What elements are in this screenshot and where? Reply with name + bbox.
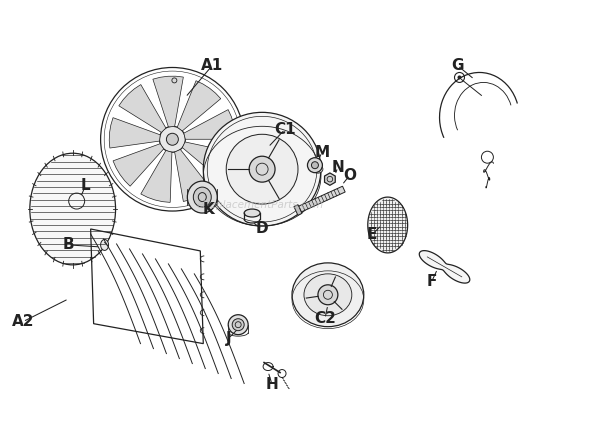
Polygon shape xyxy=(177,81,221,131)
Text: A1: A1 xyxy=(201,58,224,73)
Polygon shape xyxy=(101,240,109,250)
Text: D: D xyxy=(256,221,268,236)
Text: B: B xyxy=(63,237,74,253)
Polygon shape xyxy=(184,110,235,139)
Ellipse shape xyxy=(30,153,116,265)
Text: eReplacementParts.com: eReplacementParts.com xyxy=(196,200,324,210)
Polygon shape xyxy=(113,143,163,186)
Circle shape xyxy=(249,156,275,182)
Circle shape xyxy=(232,319,244,331)
Polygon shape xyxy=(109,118,160,148)
Text: C1: C1 xyxy=(274,122,296,137)
Text: K: K xyxy=(202,202,214,216)
Ellipse shape xyxy=(226,134,298,204)
Polygon shape xyxy=(419,251,470,283)
Polygon shape xyxy=(153,76,183,127)
Circle shape xyxy=(312,162,319,169)
Ellipse shape xyxy=(304,274,352,316)
Text: L: L xyxy=(81,177,90,193)
Circle shape xyxy=(307,158,322,173)
Polygon shape xyxy=(368,197,408,253)
Polygon shape xyxy=(182,142,234,180)
Text: C2: C2 xyxy=(314,311,336,326)
Text: O: O xyxy=(343,168,356,183)
Text: M: M xyxy=(314,145,329,160)
Circle shape xyxy=(159,127,185,152)
Polygon shape xyxy=(324,173,335,186)
Text: N: N xyxy=(332,160,344,175)
Circle shape xyxy=(318,285,338,305)
Ellipse shape xyxy=(292,263,364,327)
Text: G: G xyxy=(451,58,464,73)
Polygon shape xyxy=(299,186,345,212)
Polygon shape xyxy=(141,151,172,202)
Polygon shape xyxy=(294,205,302,215)
Circle shape xyxy=(166,133,178,145)
Text: F: F xyxy=(427,274,437,289)
Circle shape xyxy=(457,76,461,80)
Circle shape xyxy=(228,315,248,335)
Ellipse shape xyxy=(188,181,217,213)
Text: H: H xyxy=(266,377,278,392)
Text: J: J xyxy=(225,331,231,346)
Ellipse shape xyxy=(204,112,321,226)
Polygon shape xyxy=(119,84,166,132)
Text: A2: A2 xyxy=(12,314,34,329)
Ellipse shape xyxy=(313,165,323,173)
Ellipse shape xyxy=(244,209,260,217)
Ellipse shape xyxy=(194,187,211,207)
Text: E: E xyxy=(366,228,377,242)
Polygon shape xyxy=(175,149,211,202)
